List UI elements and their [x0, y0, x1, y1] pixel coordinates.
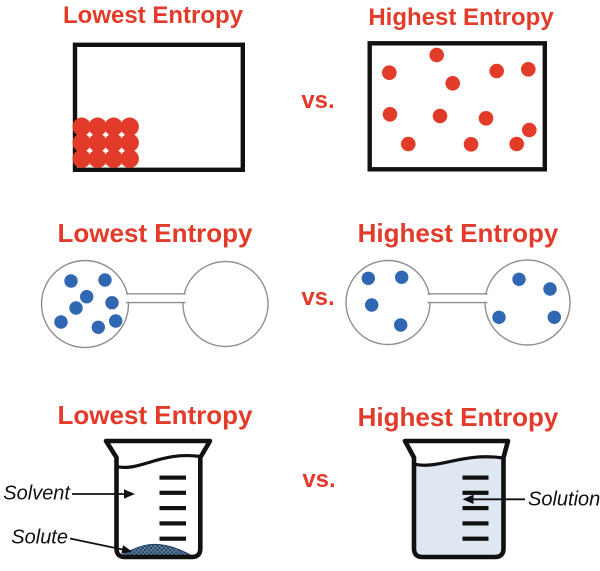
red-particle: [478, 111, 494, 126]
graduation-mark: [159, 521, 186, 526]
blue-particle: [395, 270, 409, 284]
red-particle: [463, 137, 479, 152]
red-particle: [382, 65, 397, 80]
connector-tube: [126, 294, 186, 302]
blue-particle: [105, 296, 119, 310]
row1-lowest-entropy-title: Lowest Entropy: [62, 2, 244, 29]
water-surface-line: [413, 455, 504, 467]
red-particle: [120, 149, 139, 168]
red-particle: [72, 149, 91, 168]
red-particle: [104, 117, 123, 136]
blue-particle: [543, 282, 557, 296]
row3-highest-entropy-title: Highest Entropy: [357, 402, 559, 432]
red-particle: [104, 133, 123, 152]
row1-highest-entropy-title: Highest Entropy: [368, 4, 554, 31]
red-particle: [445, 76, 461, 91]
red-particle: [72, 117, 91, 136]
graduation-mark: [462, 536, 489, 541]
row2-lowest-entropy-title: Lowest Entropy: [57, 218, 253, 248]
graduation-mark: [159, 490, 186, 495]
arrowhead: [124, 489, 135, 499]
red-particle: [432, 108, 448, 124]
blue-particle: [394, 318, 408, 332]
arrowhead: [462, 494, 474, 504]
blue-particle: [365, 298, 379, 312]
graduation-mark: [462, 521, 489, 526]
graduation-mark: [462, 490, 489, 495]
red-particle: [401, 136, 416, 152]
blue-particle: [80, 290, 94, 304]
red-particle: [72, 133, 91, 152]
red-particle: [120, 133, 139, 152]
graduation-mark: [462, 475, 489, 480]
solute-label: Solute: [11, 526, 68, 549]
red-particle: [88, 133, 107, 152]
graduation-mark: [159, 506, 186, 511]
row2-vs-label: vs.: [301, 284, 335, 311]
red-particle: [88, 149, 107, 168]
row1-vs-label: vs.: [301, 87, 335, 114]
blue-particle: [91, 320, 106, 334]
blue-particle: [492, 310, 506, 324]
graduation-mark: [159, 475, 186, 480]
blue-particle: [361, 271, 375, 285]
beaker-outline: [103, 438, 213, 560]
graduation-mark: [159, 536, 186, 541]
flask-circle: [345, 259, 431, 346]
solute-mound: [119, 543, 195, 557]
disordered-particles-box: [367, 41, 548, 172]
water-surface-line: [116, 453, 201, 470]
red-particle: [88, 117, 107, 136]
solution-label: Solution: [528, 488, 600, 511]
solvent-label: Solvent: [3, 482, 70, 505]
solution-beaker: [402, 438, 525, 560]
solution-liquid: [414, 456, 504, 557]
blue-particle: [109, 314, 123, 328]
row3-vs-label: vs.: [302, 466, 336, 493]
arrowhead: [121, 545, 132, 554]
blue-particle: [98, 273, 112, 287]
blue-particle: [54, 315, 68, 329]
gas-flasks-both-sides: [345, 259, 571, 346]
red-particle: [429, 47, 445, 63]
red-particle: [509, 136, 524, 152]
graduation-mark: [462, 506, 489, 511]
flask-circle: [182, 260, 269, 348]
red-particle: [522, 122, 537, 138]
blue-particle: [547, 310, 561, 324]
red-particle: [521, 62, 536, 77]
blue-particle: [512, 272, 526, 286]
row3-lowest-entropy-title: Lowest Entropy: [57, 400, 253, 430]
flask-circle: [484, 259, 571, 346]
beaker-outline: [402, 438, 511, 560]
red-particle: [104, 149, 123, 168]
row2-highest-entropy-title: Highest Entropy: [357, 218, 559, 248]
gas-flasks-one-side: [40, 259, 269, 349]
red-particle: [120, 117, 139, 136]
connector-tube: [427, 294, 488, 302]
red-particle: [382, 107, 398, 122]
solute-arrow-line: [69, 537, 123, 551]
ordered-particles-box: [72, 42, 246, 172]
solvent-solute-beaker: [69, 438, 213, 560]
blue-particle: [64, 274, 78, 288]
blue-particle: [69, 301, 83, 315]
red-particle: [489, 63, 505, 79]
